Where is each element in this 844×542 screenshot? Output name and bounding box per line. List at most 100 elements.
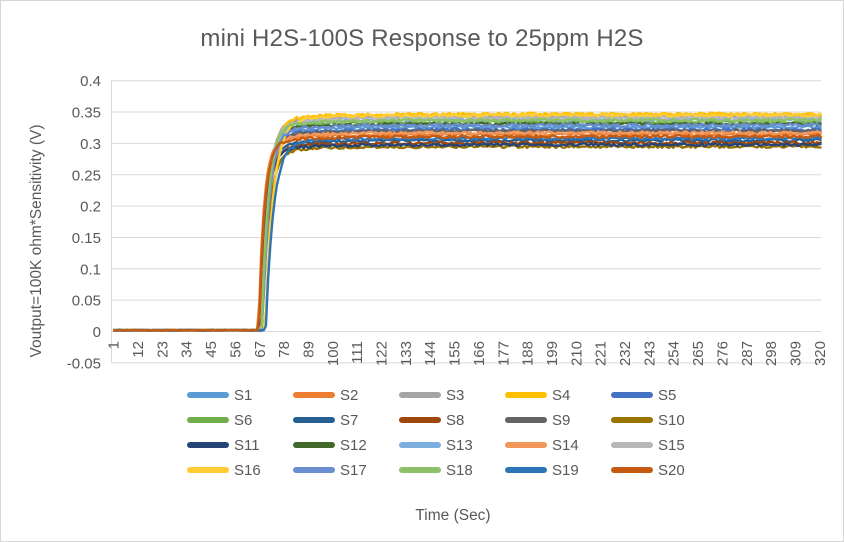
legend-label: S20 — [658, 461, 685, 479]
series-line-s19 — [113, 135, 822, 332]
x-tick-label: 199 — [544, 341, 561, 366]
legend-marker-s1 — [187, 392, 229, 398]
x-tick-label: 12 — [130, 341, 147, 358]
x-tick-label: 67 — [252, 341, 269, 358]
legend-label: S14 — [552, 436, 579, 454]
x-tick-label: 210 — [568, 341, 585, 366]
x-tick-label: 287 — [739, 341, 756, 366]
legend-label: S13 — [446, 436, 473, 454]
legend-marker-s3 — [399, 392, 441, 398]
x-tick-label: 221 — [593, 341, 610, 366]
legend-marker-s11 — [187, 442, 229, 448]
y-tick-label: -0.05 — [67, 355, 101, 372]
series-line-s20 — [113, 133, 823, 332]
legend-marker-s9 — [505, 417, 547, 423]
series-line-s6 — [113, 119, 822, 332]
x-tick-label: 166 — [471, 341, 488, 366]
legend-item-s12: S12 — [293, 436, 399, 454]
x-tick-label: 100 — [325, 341, 342, 366]
legend-marker-s20 — [611, 467, 653, 473]
y-tick-label: 0.25 — [72, 167, 101, 184]
x-tick-label: 188 — [520, 341, 537, 366]
x-tick-label: 320 — [812, 341, 829, 366]
legend-item-s5: S5 — [611, 386, 717, 404]
y-tick-label: 0.1 — [80, 261, 101, 278]
x-tick-label: 276 — [714, 341, 731, 366]
x-tick-label: 78 — [276, 341, 293, 358]
legend-label: S5 — [658, 386, 677, 404]
x-tick-label: 265 — [690, 341, 707, 366]
y-tick-label: 0 — [93, 324, 101, 341]
series-line-s18 — [113, 117, 822, 332]
legend-label: S19 — [552, 461, 579, 479]
legend-item-s1: S1 — [187, 386, 293, 404]
x-tick-label: 1 — [106, 341, 123, 349]
x-tick-label: 155 — [447, 341, 464, 366]
series-line-s2 — [113, 132, 822, 332]
legend-label: S2 — [340, 386, 359, 404]
legend-item-s7: S7 — [293, 411, 399, 429]
legend-marker-s10 — [611, 417, 653, 423]
legend-marker-s19 — [505, 467, 547, 473]
legend-marker-s17 — [293, 467, 335, 473]
legend-item-s10: S10 — [611, 411, 717, 429]
legend-marker-s18 — [399, 467, 441, 473]
legend-label: S9 — [552, 411, 571, 429]
series-line-s9 — [112, 128, 823, 333]
legend-marker-s2 — [293, 392, 335, 398]
legend-label: S10 — [658, 411, 685, 429]
y-tick-label: 0.35 — [72, 105, 101, 122]
legend-label: S1 — [234, 386, 253, 404]
x-tick-label: 89 — [300, 341, 317, 358]
x-tick-label: 309 — [787, 341, 804, 366]
series-line-s15 — [113, 115, 823, 332]
x-tick-label: 144 — [422, 341, 439, 366]
y-tick-label: 0.3 — [80, 136, 101, 153]
legend-marker-s15 — [611, 442, 653, 448]
legend-label: S17 — [340, 461, 367, 479]
legend-label: S11 — [234, 436, 260, 454]
legend-marker-s12 — [293, 442, 335, 448]
legend: S1 S2 S3 S4 S5 S6 S7 S8 S9 S10 S11 S12 S13 S14 S15 S16 S… — [187, 386, 717, 479]
legend-item-s4: S4 — [505, 387, 611, 404]
legend-item-s9: S9 — [505, 411, 611, 429]
x-tick-label: 111 — [349, 341, 366, 364]
series-line-s14 — [113, 130, 823, 332]
series-line-s7 — [112, 137, 822, 332]
legend-label: S7 — [340, 411, 359, 429]
legend-label: S6 — [234, 411, 253, 429]
x-tick-label: 45 — [203, 341, 220, 358]
legend-item-s20: S20 — [611, 461, 717, 479]
y-axis-title: Voutput=100K ohm*Sensitivity (V) — [28, 124, 45, 358]
series-line-s11 — [113, 141, 822, 332]
legend-marker-s7 — [293, 417, 335, 423]
y-tick-label: 0.2 — [80, 199, 101, 216]
legend-label: S15 — [658, 436, 685, 454]
legend-label: S16 — [234, 461, 261, 479]
legend-label: S8 — [446, 411, 465, 429]
x-tick-label: 232 — [617, 341, 634, 366]
legend-item-s11: S11 — [187, 436, 293, 454]
legend-item-s16: S16 — [187, 461, 293, 479]
legend-item-s8: S8 — [399, 411, 505, 429]
legend-marker-s13 — [399, 442, 441, 448]
legend-item-s6: S6 — [187, 411, 293, 429]
y-tick-label: 0.15 — [72, 230, 101, 247]
series-line-s17 — [113, 122, 822, 332]
x-tick-label: 34 — [179, 341, 196, 358]
legend-item-s2: S2 — [293, 386, 399, 404]
legend-marker-s4 — [505, 392, 547, 398]
legend-item-s3: S3 — [399, 386, 505, 404]
legend-item-s15: S15 — [611, 436, 717, 454]
x-tick-label: 23 — [154, 341, 171, 358]
legend-item-s13: S13 — [399, 436, 505, 454]
legend-label: S3 — [446, 386, 465, 404]
x-tick-label: 243 — [641, 341, 658, 366]
series-line-s8 — [113, 140, 823, 332]
legend-label: S12 — [340, 436, 367, 454]
legend-marker-s16 — [187, 467, 229, 473]
legend-label: S18 — [446, 461, 473, 479]
x-tick-label: 133 — [398, 341, 415, 366]
chart-title: mini H2S-100S Response to 25ppm H2S — [200, 25, 644, 52]
